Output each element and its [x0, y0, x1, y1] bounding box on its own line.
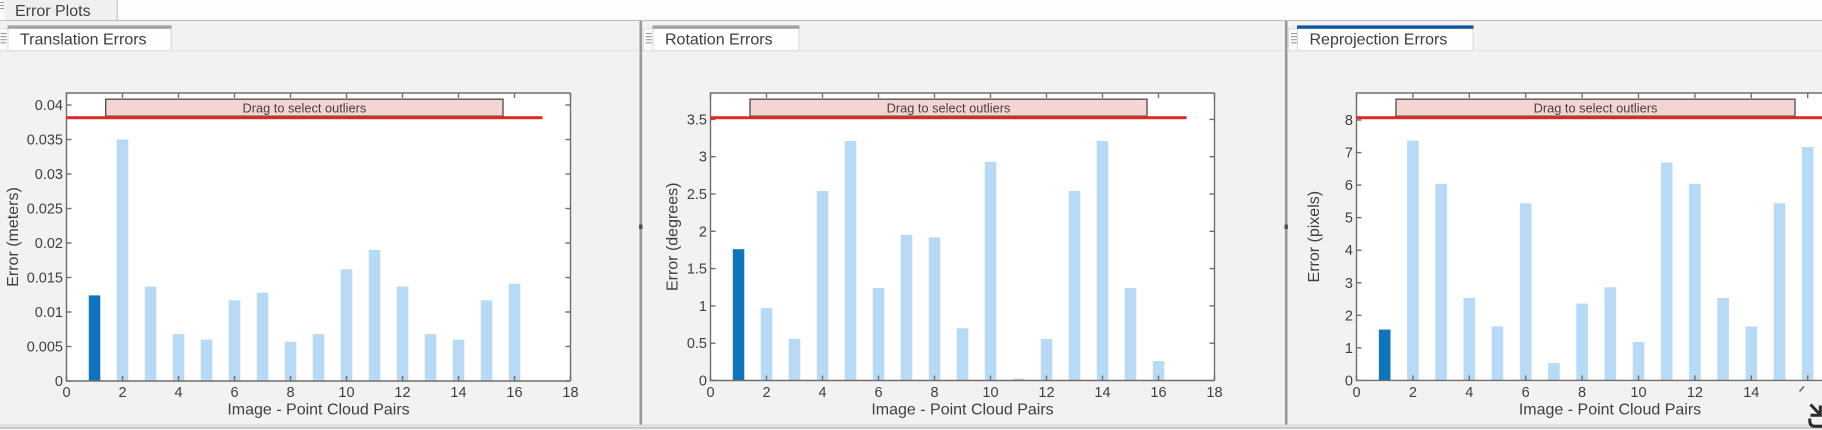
svg-text:0.005: 0.005	[27, 340, 63, 356]
svg-text:6: 6	[1345, 178, 1353, 194]
svg-text:10: 10	[338, 385, 354, 401]
svg-text:16: 16	[1150, 385, 1166, 401]
svg-text:1: 1	[699, 299, 707, 315]
svg-text:Drag to select outliers: Drag to select outliers	[243, 100, 367, 115]
svg-text:0.02: 0.02	[35, 236, 63, 252]
svg-text:8: 8	[1578, 385, 1586, 401]
svg-text:0.01: 0.01	[35, 305, 63, 321]
svg-text:6: 6	[874, 385, 882, 401]
svg-text:5: 5	[1345, 211, 1353, 227]
svg-text:4: 4	[818, 385, 826, 401]
svg-text:0: 0	[55, 374, 63, 390]
svg-text:Drag to select outliers: Drag to select outliers	[887, 100, 1011, 115]
svg-text:2: 2	[118, 385, 126, 401]
svg-text:14: 14	[1743, 385, 1759, 401]
svg-text:8: 8	[1345, 113, 1353, 129]
svg-text:0: 0	[62, 385, 70, 401]
svg-text:12: 12	[1687, 385, 1703, 401]
svg-text:Error (pixels): Error (pixels)	[1306, 191, 1323, 283]
svg-text:14: 14	[450, 385, 466, 401]
svg-text:1: 1	[1345, 341, 1353, 357]
svg-text:0: 0	[1352, 385, 1360, 401]
svg-text:12: 12	[394, 385, 410, 401]
svg-text:14: 14	[1094, 385, 1110, 401]
svg-text:Rotation Errors: Rotation Errors	[665, 32, 773, 49]
svg-text:16: 16	[506, 385, 522, 401]
svg-text:10: 10	[982, 385, 998, 401]
svg-text:2.5: 2.5	[687, 187, 707, 203]
svg-text:18: 18	[1206, 385, 1222, 401]
svg-text:2: 2	[699, 224, 707, 240]
svg-text:1.5: 1.5	[687, 262, 707, 278]
svg-text:4: 4	[174, 385, 182, 401]
svg-text:0: 0	[706, 385, 714, 401]
svg-text:Reprojection Errors: Reprojection Errors	[1310, 32, 1448, 49]
svg-text:12: 12	[1038, 385, 1054, 401]
svg-text:0.5: 0.5	[687, 336, 707, 352]
svg-text:0.04: 0.04	[35, 98, 63, 114]
svg-text:10: 10	[1630, 385, 1646, 401]
svg-text:0.035: 0.035	[27, 133, 63, 149]
svg-text:0: 0	[1345, 373, 1353, 389]
svg-text:8: 8	[930, 385, 938, 401]
svg-text:2: 2	[1409, 385, 1417, 401]
svg-text:4: 4	[1465, 385, 1473, 401]
svg-text:Image - Point Cloud Pairs: Image - Point Cloud Pairs	[871, 402, 1053, 419]
svg-text:3: 3	[699, 150, 707, 166]
svg-text:4: 4	[1345, 243, 1353, 259]
svg-text:0: 0	[699, 374, 707, 390]
svg-text:3.5: 3.5	[687, 112, 707, 128]
svg-text:Drag to select outliers: Drag to select outliers	[1534, 100, 1658, 115]
svg-text:0.025: 0.025	[27, 202, 63, 218]
svg-text:3: 3	[1345, 276, 1353, 292]
svg-text:6: 6	[1522, 385, 1530, 401]
svg-text:Error (degrees): Error (degrees)	[665, 183, 682, 291]
svg-text:6: 6	[230, 385, 238, 401]
svg-text:0.03: 0.03	[35, 167, 63, 183]
svg-text:Image - Point Cloud Pairs: Image - Point Cloud Pairs	[227, 402, 409, 419]
svg-text:2: 2	[1345, 308, 1353, 324]
svg-text:7: 7	[1345, 146, 1353, 162]
svg-text:18: 18	[562, 385, 578, 401]
svg-text:2: 2	[762, 385, 770, 401]
svg-text:8: 8	[286, 385, 294, 401]
svg-text:Image - Point Cloud Pairs: Image - Point Cloud Pairs	[1519, 402, 1701, 419]
svg-text:Error (meters): Error (meters)	[5, 187, 22, 287]
svg-text:Error Plots: Error Plots	[15, 3, 91, 20]
svg-text:0.015: 0.015	[27, 271, 63, 287]
svg-text:Translation Errors: Translation Errors	[20, 32, 147, 49]
